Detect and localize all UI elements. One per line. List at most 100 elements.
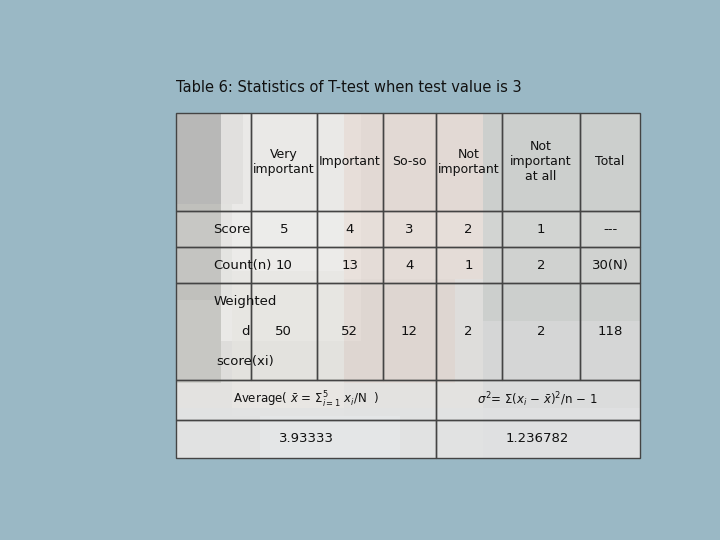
Bar bbox=[436, 247, 502, 284]
Text: 12: 12 bbox=[401, 325, 418, 338]
Text: 13: 13 bbox=[341, 259, 359, 272]
Bar bbox=[383, 211, 436, 247]
Bar bbox=[176, 204, 233, 300]
Bar bbox=[251, 284, 317, 380]
Text: 4: 4 bbox=[346, 222, 354, 235]
Text: $\sigma^2$= $\Sigma$($x_i$ $-$ $\bar{x}$)$^2$/n $-$ 1: $\sigma^2$= $\Sigma$($x_i$ $-$ $\bar{x}$… bbox=[477, 390, 598, 409]
Text: 1: 1 bbox=[537, 222, 545, 235]
Bar bbox=[317, 211, 383, 247]
Bar bbox=[344, 279, 456, 383]
Bar bbox=[383, 113, 436, 211]
Text: 10: 10 bbox=[275, 259, 292, 272]
Bar bbox=[317, 284, 383, 380]
Text: 4: 4 bbox=[405, 259, 413, 272]
Bar bbox=[317, 211, 383, 247]
Bar bbox=[383, 247, 436, 284]
Bar bbox=[317, 247, 383, 284]
Bar bbox=[436, 380, 639, 420]
Bar bbox=[436, 247, 502, 284]
Text: 1: 1 bbox=[464, 259, 473, 272]
Bar bbox=[176, 113, 639, 458]
Bar bbox=[436, 380, 639, 420]
Bar bbox=[436, 211, 502, 247]
Bar bbox=[502, 211, 580, 247]
Bar bbox=[317, 284, 383, 380]
Text: 3: 3 bbox=[405, 222, 413, 235]
Bar bbox=[317, 247, 383, 284]
Bar bbox=[176, 113, 243, 204]
Text: 50: 50 bbox=[275, 325, 292, 338]
Bar bbox=[176, 420, 436, 458]
Bar bbox=[251, 211, 317, 247]
Bar bbox=[251, 211, 317, 247]
Text: Total: Total bbox=[595, 156, 625, 168]
Bar bbox=[580, 113, 639, 211]
Bar bbox=[233, 271, 344, 416]
Text: Not
important: Not important bbox=[438, 148, 500, 176]
Bar bbox=[176, 211, 251, 247]
Text: ---: --- bbox=[603, 222, 617, 235]
Bar bbox=[176, 211, 251, 247]
Bar bbox=[260, 416, 400, 458]
Bar bbox=[251, 247, 317, 284]
Bar bbox=[317, 113, 383, 211]
Bar bbox=[502, 113, 580, 211]
Bar bbox=[502, 211, 580, 247]
Bar bbox=[176, 408, 639, 458]
Text: Very
important: Very important bbox=[253, 148, 315, 176]
Bar bbox=[383, 113, 436, 211]
Text: Score: Score bbox=[214, 222, 251, 235]
Bar bbox=[436, 113, 502, 211]
Text: So-so: So-so bbox=[392, 156, 426, 168]
Bar bbox=[176, 380, 436, 420]
Bar bbox=[580, 247, 639, 284]
Bar bbox=[502, 284, 580, 380]
Text: 3.93333: 3.93333 bbox=[279, 432, 333, 445]
Bar bbox=[383, 211, 436, 247]
Text: Average( $\bar{x}$ = $\Sigma^5_{i=1}$ $x_i$/N  ): Average( $\bar{x}$ = $\Sigma^5_{i=1}$ $x… bbox=[233, 390, 379, 410]
Bar bbox=[251, 247, 317, 284]
Bar bbox=[580, 211, 639, 247]
Bar bbox=[436, 284, 502, 380]
Text: Not
important
at all: Not important at all bbox=[510, 140, 572, 183]
Text: Count(n): Count(n) bbox=[214, 259, 272, 272]
Text: 2: 2 bbox=[464, 222, 473, 235]
Bar bbox=[502, 284, 580, 380]
Text: Weighted

d

score(xi): Weighted d score(xi) bbox=[214, 295, 277, 368]
Bar bbox=[176, 113, 251, 211]
Bar bbox=[436, 113, 502, 211]
Bar bbox=[580, 211, 639, 247]
Bar bbox=[383, 247, 436, 284]
Bar bbox=[580, 247, 639, 284]
Bar bbox=[344, 113, 483, 279]
Text: 30(N): 30(N) bbox=[592, 259, 629, 272]
Text: Important: Important bbox=[319, 156, 381, 168]
Text: 2: 2 bbox=[464, 325, 473, 338]
Bar bbox=[483, 321, 639, 458]
Bar bbox=[502, 247, 580, 284]
Bar bbox=[251, 113, 317, 211]
Bar bbox=[436, 211, 502, 247]
Bar bbox=[176, 420, 436, 458]
Bar bbox=[176, 300, 221, 383]
Bar bbox=[221, 113, 361, 341]
Bar bbox=[176, 247, 251, 284]
Bar bbox=[176, 247, 251, 284]
Bar bbox=[176, 113, 251, 211]
Bar bbox=[176, 284, 251, 380]
Text: 2: 2 bbox=[537, 259, 545, 272]
Bar bbox=[436, 420, 639, 458]
Text: 52: 52 bbox=[341, 325, 359, 338]
Bar bbox=[176, 284, 251, 380]
Bar bbox=[251, 284, 317, 380]
Text: 118: 118 bbox=[598, 325, 623, 338]
Bar bbox=[502, 247, 580, 284]
Bar bbox=[383, 284, 436, 380]
Bar bbox=[502, 113, 580, 211]
Bar bbox=[251, 113, 317, 211]
Bar bbox=[483, 113, 639, 321]
Bar bbox=[580, 113, 639, 211]
Bar bbox=[580, 284, 639, 380]
Bar bbox=[176, 380, 436, 420]
Bar bbox=[317, 113, 383, 211]
